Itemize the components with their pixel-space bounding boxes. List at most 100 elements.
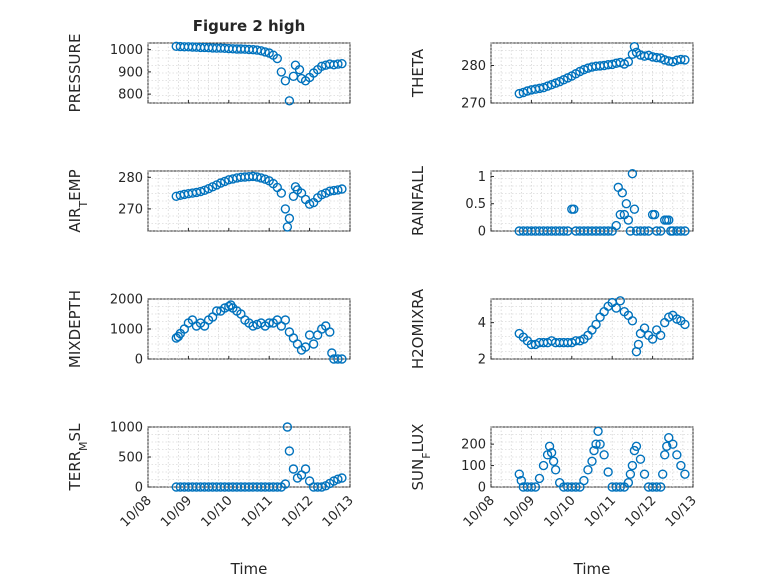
figure-title: Figure 2 high bbox=[193, 17, 306, 35]
y-tick-label: 500 bbox=[118, 451, 143, 466]
data-point bbox=[658, 469, 668, 479]
y-tick-label: 1 bbox=[478, 170, 486, 185]
data-point bbox=[280, 76, 291, 86]
data-point bbox=[280, 479, 291, 489]
ylabel-3: RAINFALL bbox=[409, 165, 427, 236]
data-point bbox=[518, 87, 529, 98]
subplot-rainfall: 0 0.5 1 RAINFALL bbox=[409, 165, 694, 240]
data-point bbox=[199, 185, 210, 195]
y-tick-label: 270 bbox=[461, 97, 486, 112]
data-point bbox=[593, 426, 603, 436]
data-point bbox=[195, 186, 206, 197]
data-point bbox=[337, 184, 347, 194]
data-point bbox=[680, 226, 690, 236]
y-tick-label: 280 bbox=[461, 59, 486, 74]
data-point bbox=[333, 354, 343, 364]
data-point bbox=[300, 342, 311, 352]
y-tick-label: 800 bbox=[118, 88, 143, 103]
data-point bbox=[220, 176, 230, 187]
y-tick-label: 900 bbox=[118, 65, 143, 80]
data-point bbox=[575, 482, 585, 492]
y-tick-label: 2000 bbox=[110, 293, 143, 308]
data-point bbox=[333, 185, 343, 195]
y-tick-label: 1000 bbox=[110, 323, 143, 338]
data-point bbox=[337, 58, 347, 69]
x-tick-label: 10/08 bbox=[118, 493, 155, 530]
data-point bbox=[615, 209, 625, 220]
data-point bbox=[629, 445, 640, 456]
x-tick-label: 10/08 bbox=[461, 493, 498, 530]
data-point bbox=[538, 82, 549, 93]
x-tick-label: 10/13 bbox=[663, 493, 700, 530]
data-point bbox=[627, 169, 638, 179]
subplot-sun_flux: 0 100 200 SUNFLUX 10/08 10/09 10/10 10/11 10/12 1… bbox=[409, 424, 700, 578]
data-point bbox=[538, 460, 549, 471]
data-point bbox=[603, 467, 613, 477]
data-point bbox=[282, 222, 293, 232]
data-point bbox=[662, 441, 672, 451]
data-point bbox=[550, 78, 561, 88]
data-point bbox=[542, 81, 553, 91]
ylabel-6: TERRMSL bbox=[66, 423, 90, 492]
x-tick-label: 10/10 bbox=[199, 493, 236, 530]
x-tick-label: 10/10 bbox=[542, 493, 579, 530]
data-point bbox=[546, 79, 557, 90]
data-point bbox=[526, 482, 537, 492]
y-tick-label: 0 bbox=[135, 481, 143, 496]
data-point bbox=[272, 53, 282, 64]
y-tick-label: 270 bbox=[118, 202, 143, 217]
data-point bbox=[288, 464, 299, 474]
y-tick-label: 200 bbox=[461, 438, 486, 453]
data-point bbox=[280, 204, 291, 214]
data-point bbox=[595, 439, 605, 449]
data-point bbox=[639, 323, 650, 333]
x-tick-label: 10/12 bbox=[279, 493, 316, 530]
data-point bbox=[516, 475, 526, 486]
data-point bbox=[248, 321, 258, 331]
subplot-pressure: 800 900 1000 PRESSURE bbox=[66, 34, 351, 112]
x-tick-label: 10/09 bbox=[501, 493, 538, 530]
data-point bbox=[639, 226, 650, 236]
data-point bbox=[546, 448, 557, 458]
data-point bbox=[627, 460, 638, 471]
data-point bbox=[583, 465, 593, 475]
data-point bbox=[264, 318, 274, 328]
x-tick-label: 10/11 bbox=[582, 493, 619, 530]
data-point bbox=[530, 482, 541, 492]
data-point bbox=[668, 439, 678, 449]
xlabel-1: Time bbox=[573, 560, 611, 578]
y-tick-label: 0 bbox=[135, 353, 143, 368]
subplot-mixdepth: 0 1000 2000 MIXDEPTH bbox=[66, 290, 351, 368]
ylabel-5: H2OMIXRA bbox=[409, 288, 427, 369]
data-point bbox=[611, 220, 621, 231]
data-point bbox=[514, 469, 524, 479]
data-point bbox=[559, 226, 569, 236]
data-point bbox=[337, 473, 347, 483]
data-point bbox=[317, 482, 327, 492]
y-tick-label: 0.5 bbox=[465, 197, 486, 212]
data-point bbox=[623, 215, 634, 225]
x-tick-label: 10/13 bbox=[320, 493, 357, 530]
data-point bbox=[550, 465, 561, 475]
y-tick-label: 1000 bbox=[110, 421, 143, 436]
data-point bbox=[300, 464, 311, 474]
y-tick-label: 280 bbox=[118, 171, 143, 186]
x-tick-label: 10/12 bbox=[622, 493, 659, 530]
data-point bbox=[651, 482, 662, 492]
data-point bbox=[256, 173, 266, 183]
data-point bbox=[333, 59, 343, 69]
ylabel-1: THETA bbox=[409, 48, 427, 98]
y-tick-label: 2 bbox=[478, 353, 486, 368]
data-point bbox=[680, 55, 690, 65]
data-point bbox=[282, 422, 293, 432]
data-point bbox=[627, 316, 638, 326]
data-point bbox=[579, 475, 589, 486]
data-point bbox=[631, 441, 642, 451]
data-point bbox=[676, 460, 686, 471]
x-tick-label: 10/09 bbox=[158, 493, 195, 530]
subplot-h2omixra: 2 4 H2OMIXRA bbox=[409, 288, 694, 369]
data-point bbox=[325, 327, 335, 337]
xlabel-0: Time bbox=[230, 560, 268, 578]
data-point bbox=[676, 226, 686, 236]
